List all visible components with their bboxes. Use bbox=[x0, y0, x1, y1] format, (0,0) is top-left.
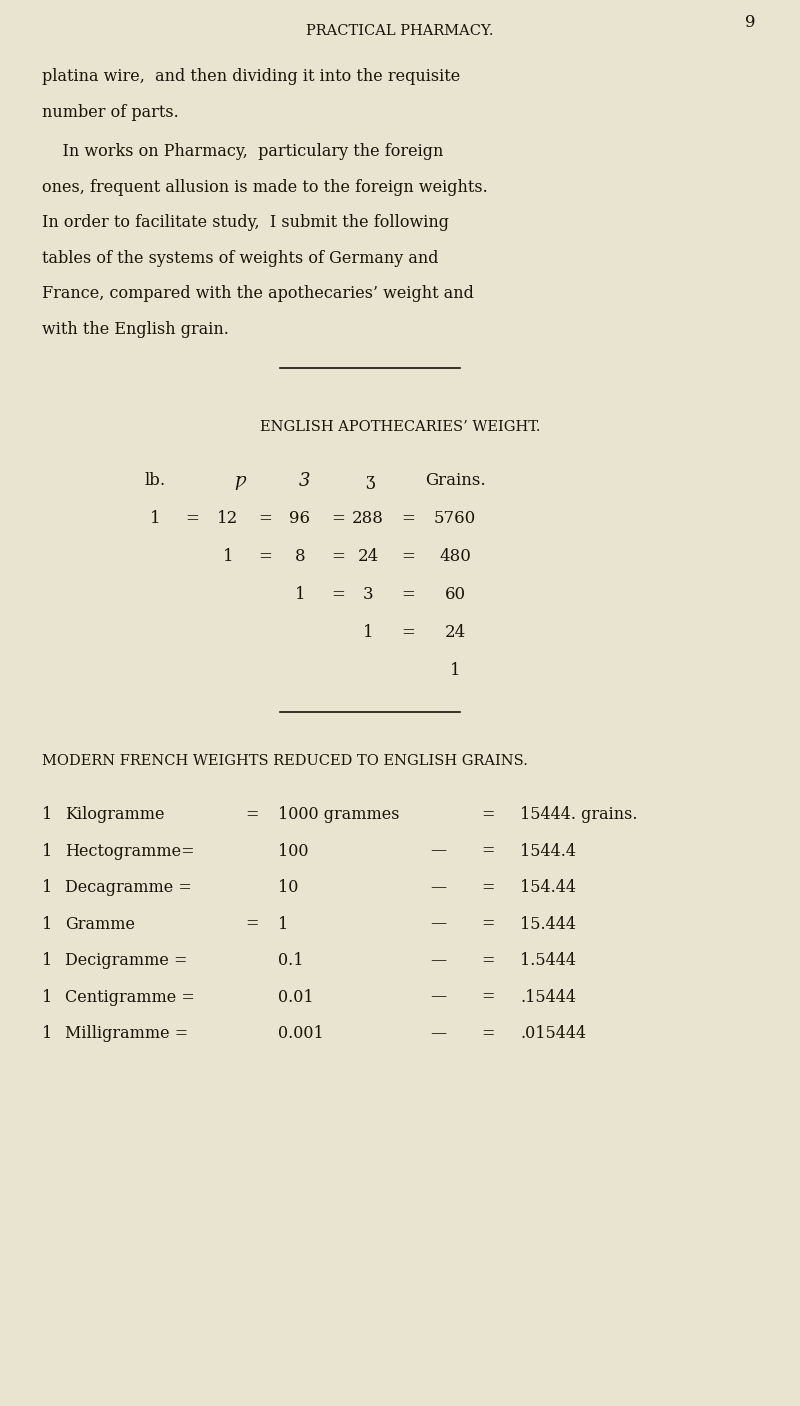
Text: 100: 100 bbox=[278, 842, 309, 859]
Text: 0.1: 0.1 bbox=[278, 952, 303, 969]
Text: 0.001: 0.001 bbox=[278, 1025, 324, 1042]
Text: 1: 1 bbox=[42, 915, 52, 932]
Text: =: = bbox=[185, 510, 199, 527]
Text: Hectogramme=: Hectogramme= bbox=[65, 842, 194, 859]
Text: lb.: lb. bbox=[145, 472, 166, 489]
Text: =: = bbox=[331, 510, 345, 527]
Text: 1: 1 bbox=[294, 586, 306, 603]
Text: —: — bbox=[430, 842, 446, 859]
Text: .015444: .015444 bbox=[520, 1025, 586, 1042]
Text: 8: 8 bbox=[294, 548, 306, 565]
Text: PRACTICAL PHARMACY.: PRACTICAL PHARMACY. bbox=[306, 24, 494, 38]
Text: =: = bbox=[401, 586, 415, 603]
Text: number of parts.: number of parts. bbox=[42, 104, 178, 121]
Text: France, compared with the apothecaries’ weight and: France, compared with the apothecaries’ … bbox=[42, 285, 474, 302]
Text: .15444: .15444 bbox=[520, 988, 576, 1005]
Text: =: = bbox=[401, 510, 415, 527]
Text: =: = bbox=[246, 806, 258, 823]
Text: 10: 10 bbox=[278, 879, 298, 896]
Text: 96: 96 bbox=[290, 510, 310, 527]
Text: =: = bbox=[482, 1025, 494, 1042]
Text: 0.01: 0.01 bbox=[278, 988, 314, 1005]
Text: Decagramme =: Decagramme = bbox=[65, 879, 192, 896]
Text: 60: 60 bbox=[445, 586, 466, 603]
Text: 1544.4: 1544.4 bbox=[520, 842, 576, 859]
Text: 1: 1 bbox=[42, 806, 52, 823]
Text: 1: 1 bbox=[450, 662, 460, 679]
Text: =: = bbox=[331, 548, 345, 565]
Text: =: = bbox=[258, 548, 272, 565]
Text: =: = bbox=[482, 879, 494, 896]
Text: ƿ: ƿ bbox=[234, 472, 246, 491]
Text: 24: 24 bbox=[444, 624, 466, 641]
Text: Grains.: Grains. bbox=[425, 472, 486, 489]
Text: =: = bbox=[258, 510, 272, 527]
Text: —: — bbox=[430, 915, 446, 932]
Text: 1: 1 bbox=[42, 988, 52, 1005]
Text: 480: 480 bbox=[439, 548, 471, 565]
Text: Decigramme =: Decigramme = bbox=[65, 952, 187, 969]
Text: 12: 12 bbox=[218, 510, 238, 527]
Text: 1.5444: 1.5444 bbox=[520, 952, 576, 969]
Text: 15444. grains.: 15444. grains. bbox=[520, 806, 638, 823]
Text: 1: 1 bbox=[222, 548, 234, 565]
Text: MODERN FRENCH WEIGHTS REDUCED TO ENGLISH GRAINS.: MODERN FRENCH WEIGHTS REDUCED TO ENGLISH… bbox=[42, 754, 528, 768]
Text: 1: 1 bbox=[42, 842, 52, 859]
Text: =: = bbox=[331, 586, 345, 603]
Text: 1: 1 bbox=[278, 915, 288, 932]
Text: 1: 1 bbox=[42, 952, 52, 969]
Text: 3: 3 bbox=[299, 472, 310, 491]
Text: —: — bbox=[430, 988, 446, 1005]
Text: —: — bbox=[430, 1025, 446, 1042]
Text: with the English grain.: with the English grain. bbox=[42, 321, 229, 337]
Text: 1: 1 bbox=[362, 624, 374, 641]
Text: Kilogramme: Kilogramme bbox=[65, 806, 165, 823]
Text: =: = bbox=[246, 915, 258, 932]
Text: ones, frequent allusion is made to the foreign weights.: ones, frequent allusion is made to the f… bbox=[42, 179, 488, 195]
Text: =: = bbox=[401, 624, 415, 641]
Text: 1: 1 bbox=[42, 1025, 52, 1042]
Text: 9: 9 bbox=[745, 14, 755, 31]
Text: —: — bbox=[430, 952, 446, 969]
Text: 5760: 5760 bbox=[434, 510, 476, 527]
Text: 1000 grammes: 1000 grammes bbox=[278, 806, 399, 823]
Text: 154.44: 154.44 bbox=[520, 879, 576, 896]
Text: platina wire,  and then dividing it into the requisite: platina wire, and then dividing it into … bbox=[42, 67, 460, 84]
Text: Centigramme =: Centigramme = bbox=[65, 988, 195, 1005]
Text: =: = bbox=[482, 915, 494, 932]
Text: In order to facilitate study,  I submit the following: In order to facilitate study, I submit t… bbox=[42, 214, 449, 231]
Text: 24: 24 bbox=[358, 548, 378, 565]
Text: =: = bbox=[482, 952, 494, 969]
Text: 288: 288 bbox=[352, 510, 384, 527]
Text: Milligramme =: Milligramme = bbox=[65, 1025, 188, 1042]
Text: ENGLISH APOTHECARIES’ WEIGHT.: ENGLISH APOTHECARIES’ WEIGHT. bbox=[260, 420, 540, 434]
Text: =: = bbox=[482, 988, 494, 1005]
Text: tables of the systems of weights of Germany and: tables of the systems of weights of Germ… bbox=[42, 249, 438, 267]
Text: ʒ: ʒ bbox=[366, 472, 374, 489]
Text: =: = bbox=[401, 548, 415, 565]
Text: 1: 1 bbox=[150, 510, 160, 527]
Text: In works on Pharmacy,  particulary the foreign: In works on Pharmacy, particulary the fo… bbox=[42, 143, 443, 160]
Text: =: = bbox=[482, 806, 494, 823]
Text: Gramme: Gramme bbox=[65, 915, 135, 932]
Text: =: = bbox=[482, 842, 494, 859]
Text: 15.444: 15.444 bbox=[520, 915, 576, 932]
Text: —: — bbox=[430, 879, 446, 896]
Text: 3: 3 bbox=[362, 586, 374, 603]
Text: 1: 1 bbox=[42, 879, 52, 896]
